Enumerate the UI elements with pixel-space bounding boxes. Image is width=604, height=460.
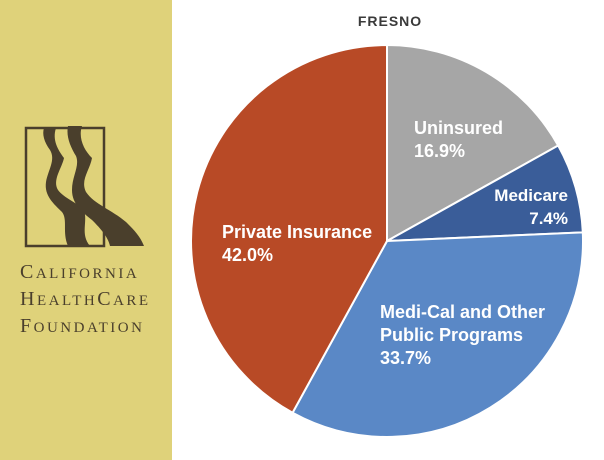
slice-label-line: Medi-Cal and Other — [380, 302, 545, 322]
logo-wordmark-line-1: CALIFORNIA — [20, 262, 170, 284]
chart-title: FRESNO — [357, 13, 423, 29]
slice-label-medi-cal: Medi-Cal and Other Public Programs 33.7% — [380, 302, 545, 368]
pie-slice-medi-cal — [291, 231, 584, 438]
logo-wordmark-line-3: FOUNDATION — [20, 316, 170, 338]
logo-cap-h: H — [20, 288, 37, 310]
slice-value-medi-cal: 33.7% — [380, 348, 431, 368]
logo-cap-c: C — [20, 261, 36, 283]
logo-text-ealth: EALTH — [36, 293, 98, 309]
slice-label-line: Private Insurance — [222, 222, 372, 242]
logo-cap-c2: C — [97, 288, 114, 310]
slice-value-medicare: 7.4% — [529, 209, 568, 228]
logo-text-alifornia: ALIFORNIA — [35, 266, 140, 282]
slice-label-line: Medicare — [494, 186, 568, 205]
logo-text-oundation: OUNDATION — [33, 320, 145, 336]
california-faces-logo-icon — [24, 126, 144, 248]
logo-wordmark-line-2: HEALTHCARE — [20, 289, 170, 311]
slice-value-uninsured: 16.9% — [414, 141, 465, 161]
slice-label-private-insurance: Private Insurance 42.0% — [222, 222, 372, 265]
pie-slice-uninsured — [386, 43, 560, 243]
slice-label-line: Uninsured — [414, 118, 503, 138]
logo-panel: CALIFORNIA HEALTHCARE FOUNDATION — [0, 0, 172, 460]
slice-label-uninsured: Uninsured 16.9% — [414, 118, 503, 161]
pie-slice-private-insurance — [190, 43, 388, 415]
logo-text-are: ARE — [113, 293, 151, 309]
slice-value-private-insurance: 42.0% — [222, 245, 273, 265]
slice-label-line: Public Programs — [380, 325, 523, 345]
slice-label-medicare: Medicare 7.4% — [494, 186, 568, 228]
logo-cap-f: F — [20, 315, 34, 337]
